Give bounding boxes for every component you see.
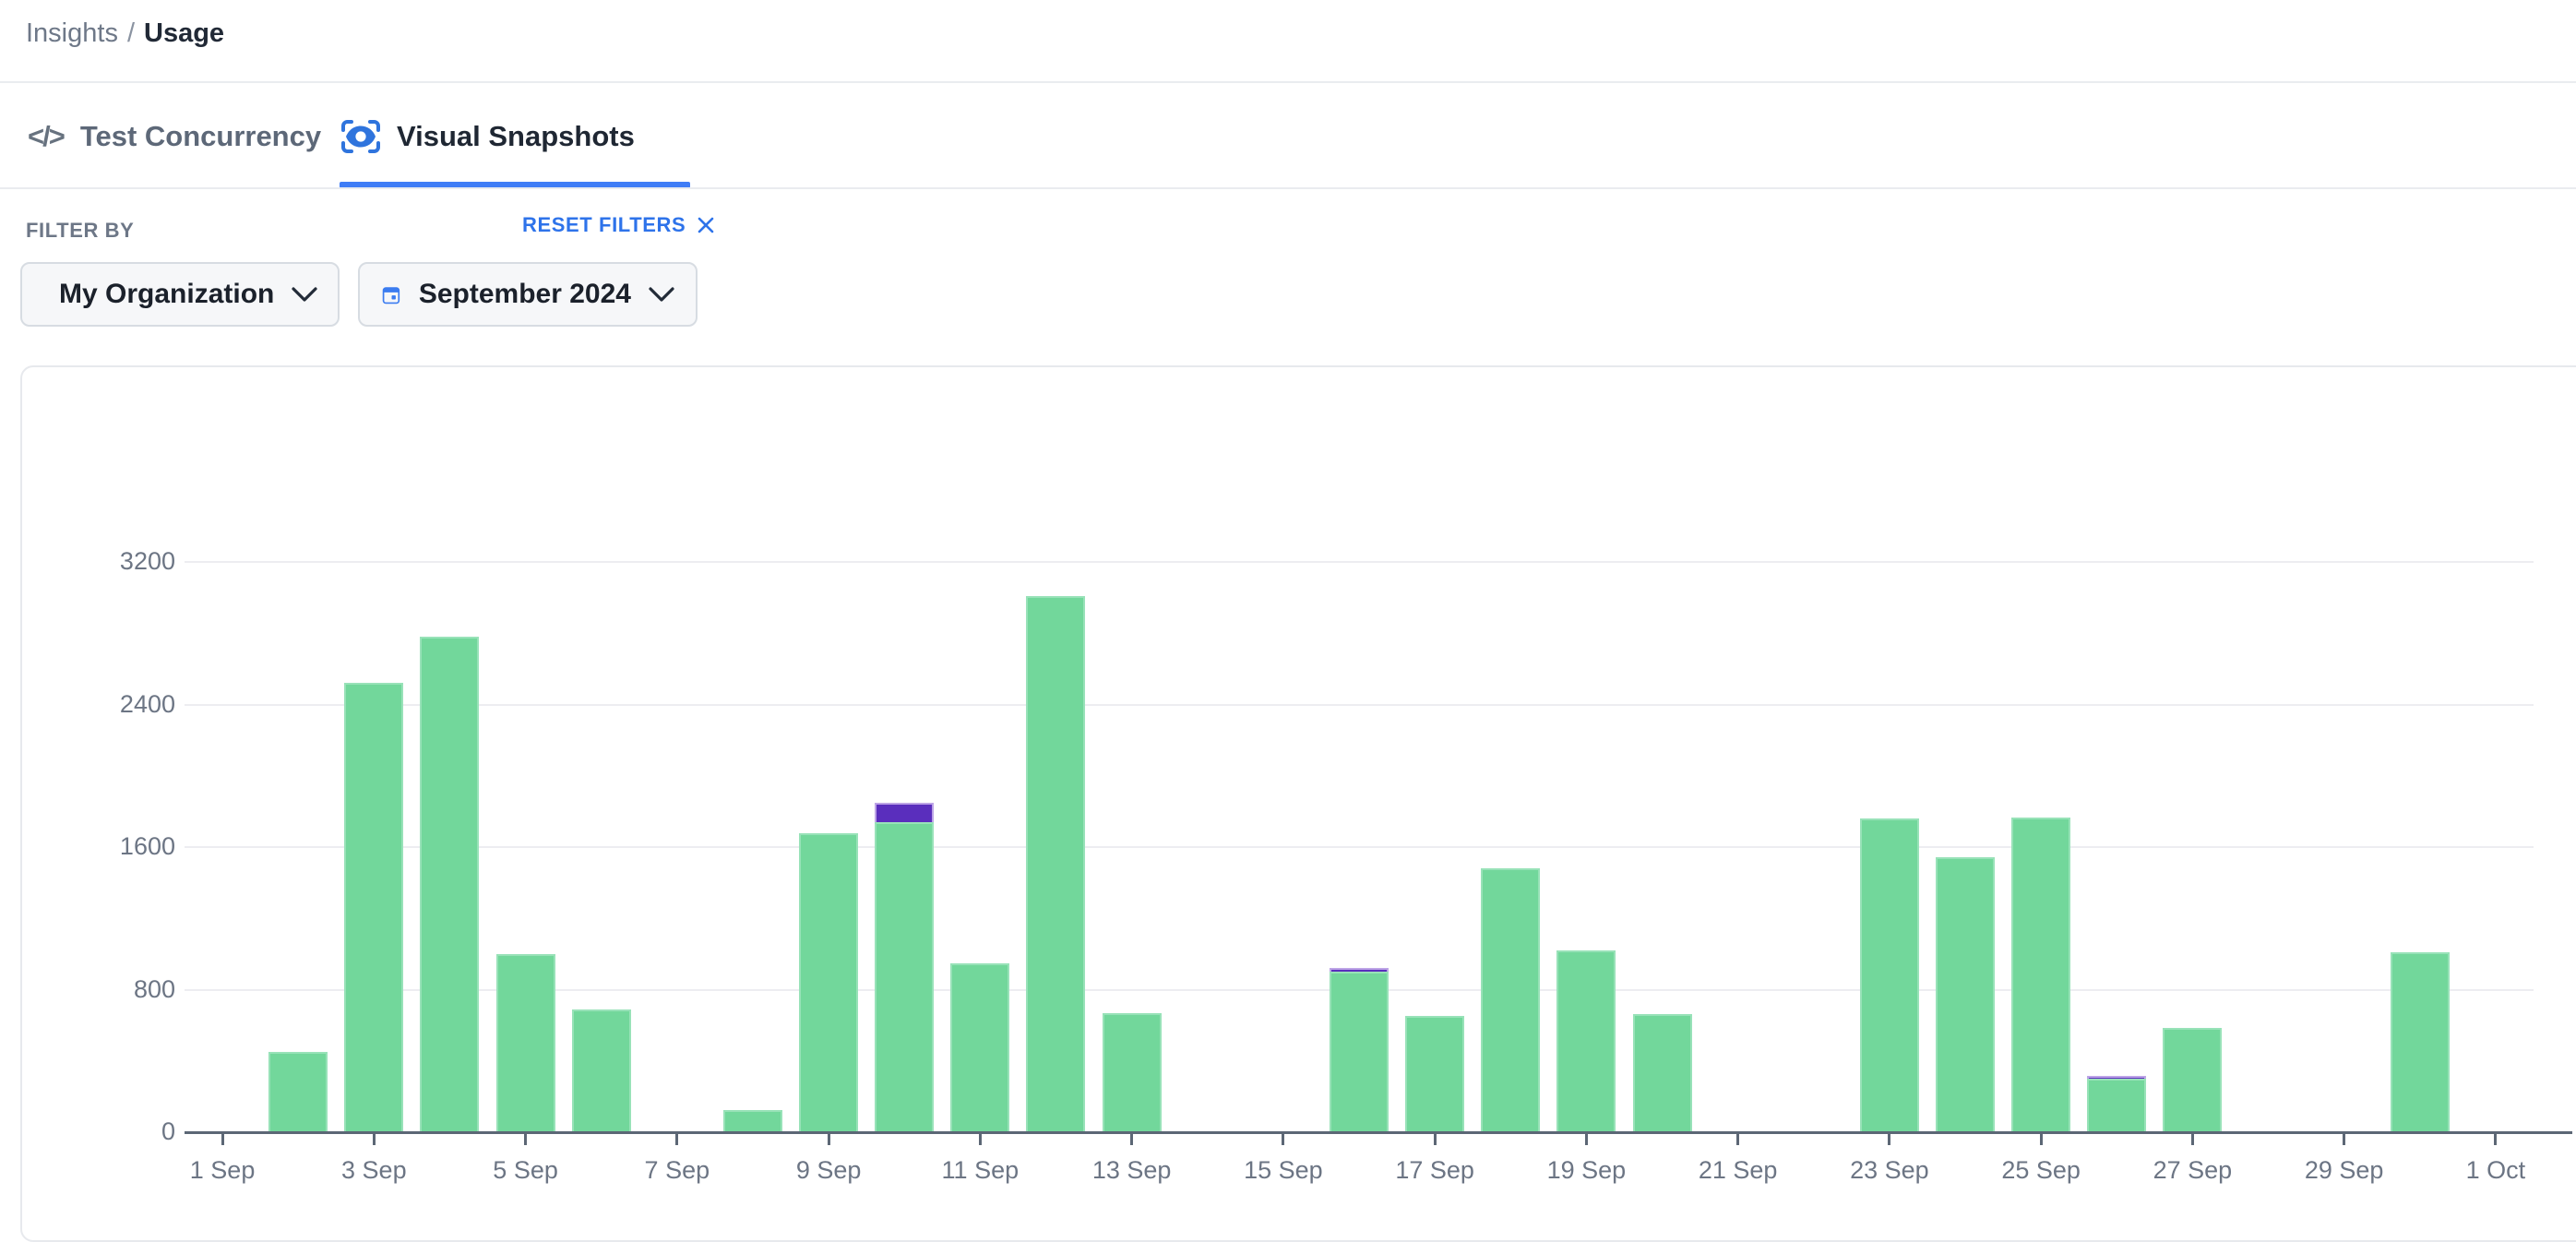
organization-dropdown[interactable]: My Organization	[20, 262, 340, 327]
organization-value: My Organization	[59, 279, 275, 309]
month-dropdown[interactable]: September 2024	[358, 262, 698, 327]
breadcrumb-insights[interactable]: Insights	[26, 18, 118, 48]
x-icon	[698, 217, 714, 233]
tab-label: Visual Snapshots	[397, 120, 635, 152]
page-title: Usage	[144, 18, 225, 48]
tab-visual-snapshots[interactable]: Visual Snapshots	[340, 107, 690, 166]
active-tab-underline	[340, 182, 690, 188]
tabs-divider	[0, 187, 2576, 189]
chevron-down-icon	[291, 286, 318, 303]
usage-chart-card	[20, 365, 2576, 1242]
snapshot-eye-icon	[340, 118, 382, 155]
tab-test-concurrency[interactable]: </> Test Concurrency	[28, 107, 321, 166]
header-divider	[0, 81, 2576, 83]
breadcrumb-separator: /	[126, 18, 136, 48]
code-icon: </>	[28, 120, 66, 152]
reset-filters-button[interactable]: RESET FILTERS	[522, 213, 717, 237]
tab-label: Test Concurrency	[79, 120, 322, 152]
filter-by-label: FILTER BY	[26, 219, 135, 242]
reset-filters-label: RESET FILTERS	[522, 213, 686, 236]
month-value: September 2024	[418, 279, 631, 309]
calendar-icon	[382, 286, 400, 304]
chevron-down-icon	[648, 286, 675, 303]
breadcrumb: Insights / Usage	[26, 15, 224, 52]
